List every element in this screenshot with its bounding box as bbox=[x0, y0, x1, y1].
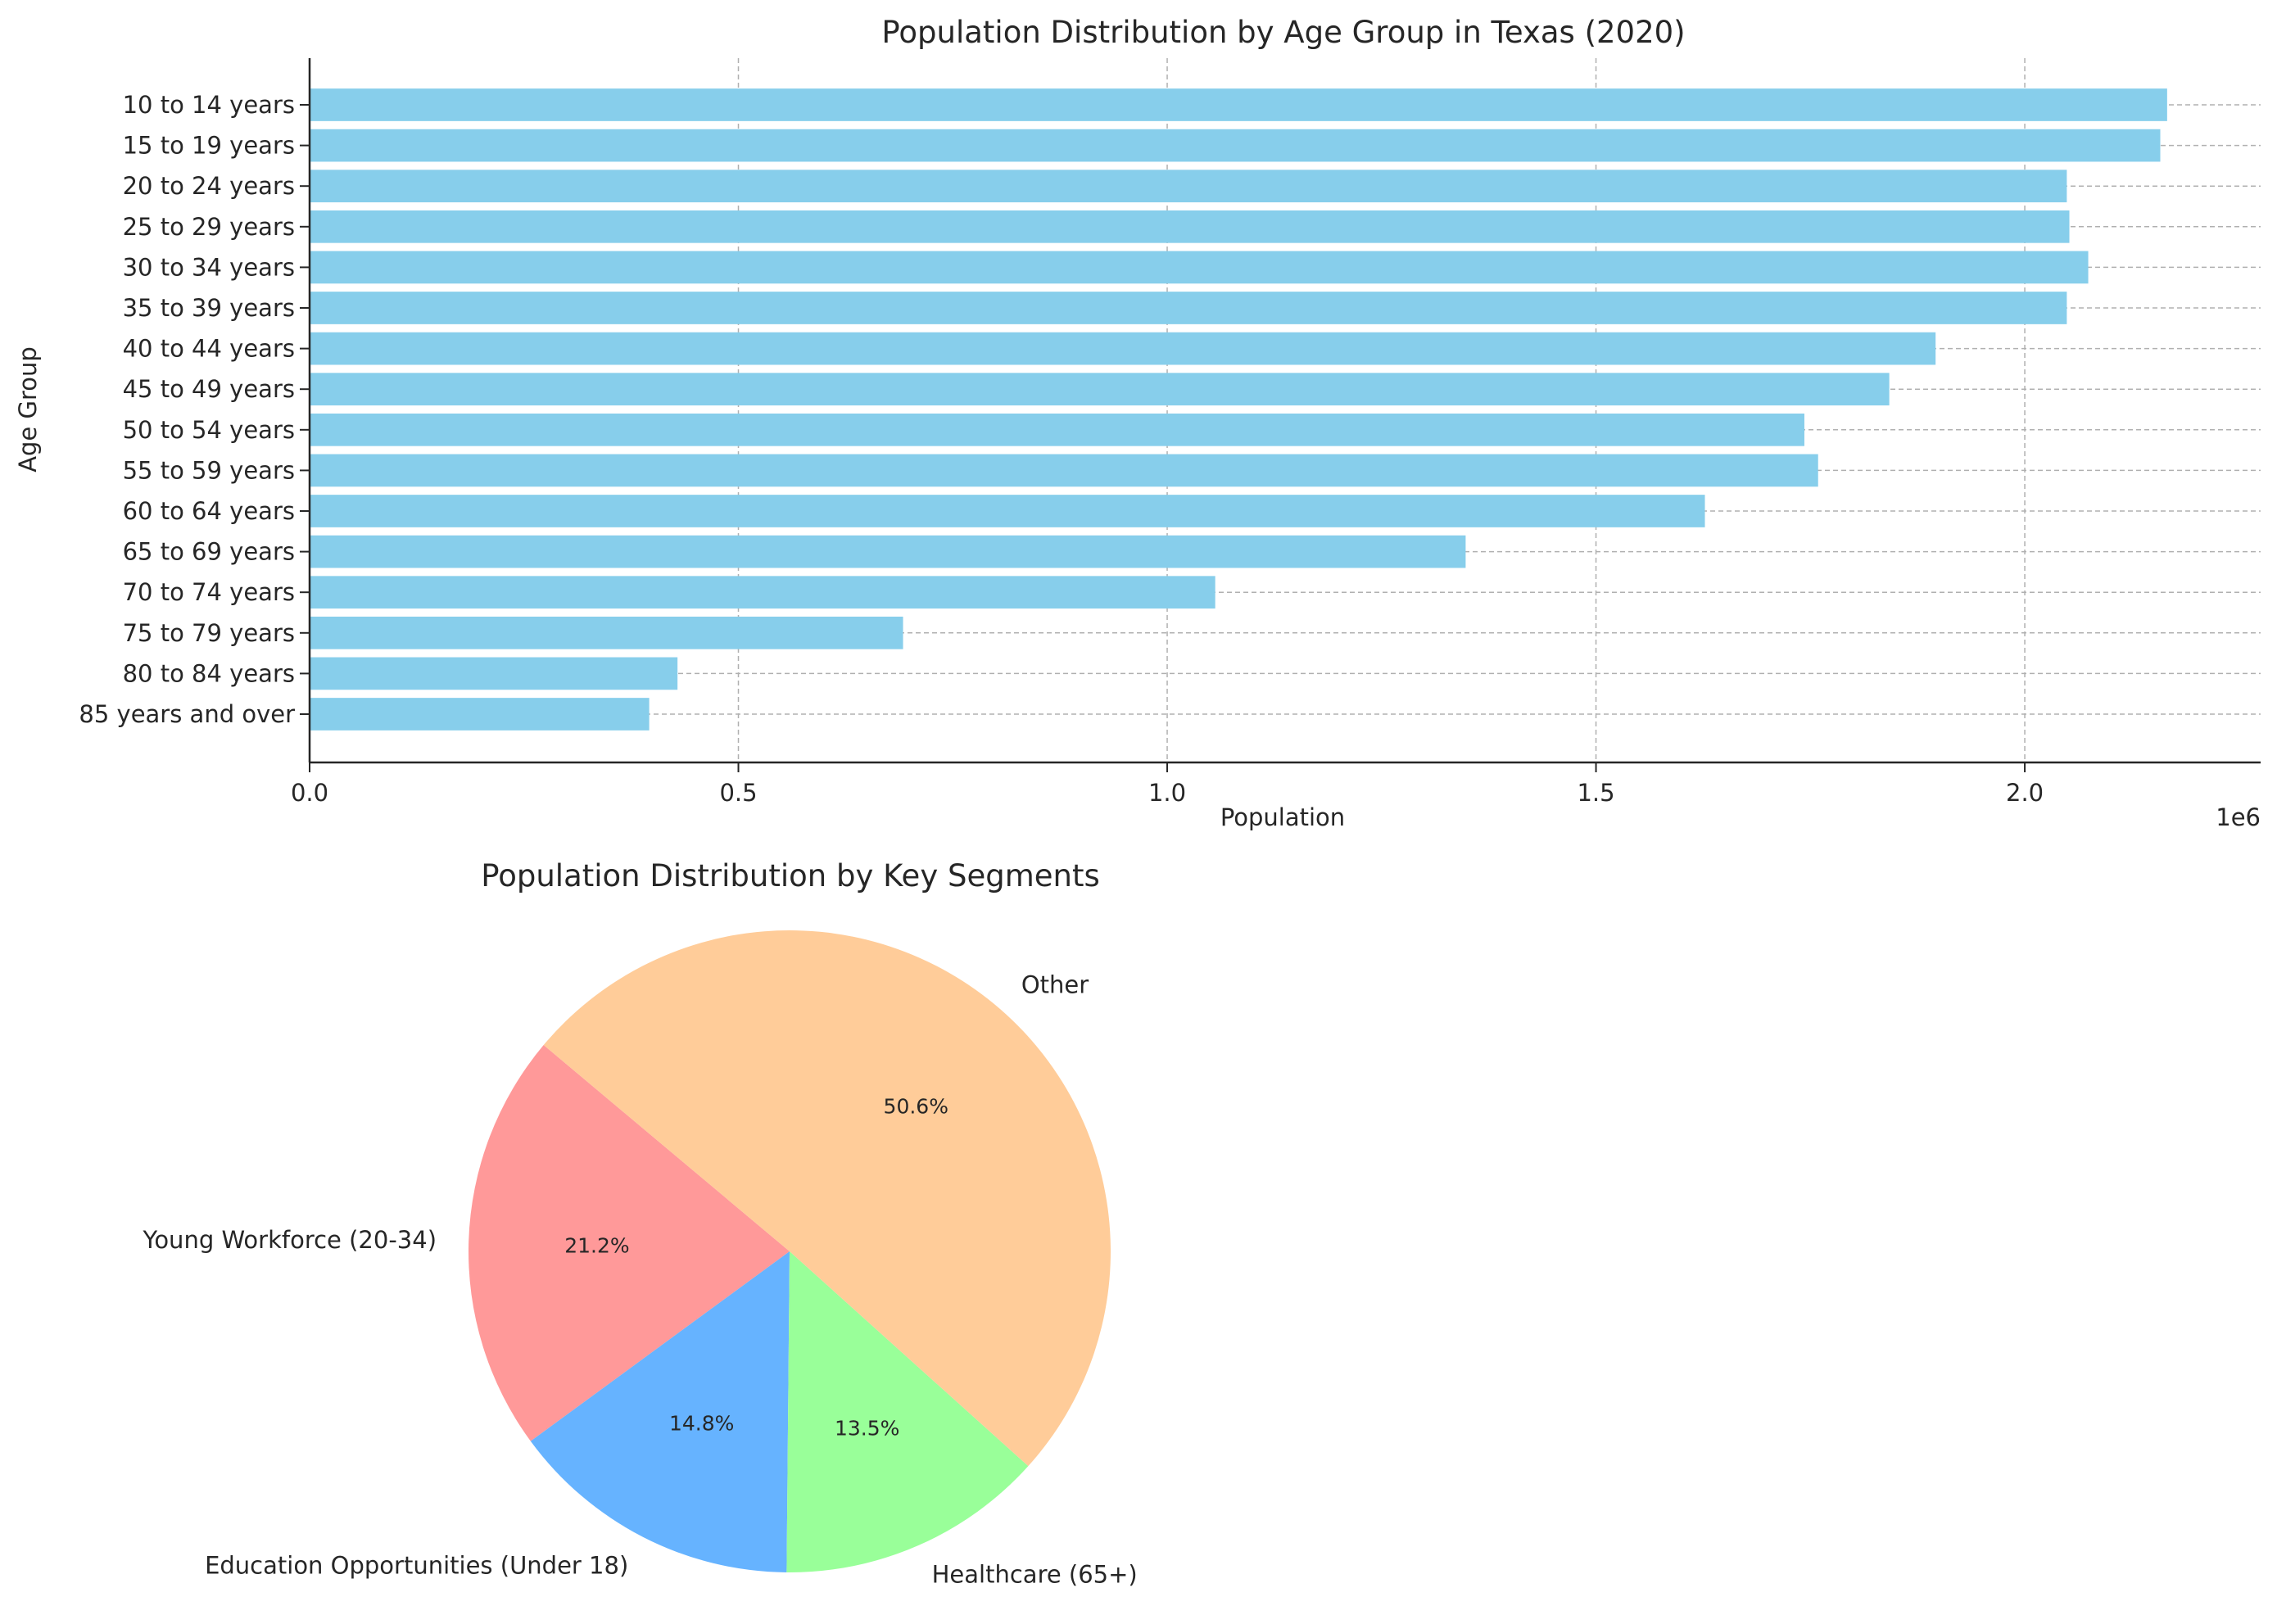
y-tick-label: 10 to 14 years bbox=[123, 91, 295, 119]
bar-40-to-44-years bbox=[310, 332, 1936, 365]
y-tick-label: 35 to 39 years bbox=[123, 294, 295, 322]
y-tick-label: 55 to 59 years bbox=[123, 456, 295, 484]
bar-45-to-49-years bbox=[310, 373, 1890, 406]
bar-60-to-64-years bbox=[310, 495, 1705, 527]
pie-percent-label: 21.2% bbox=[564, 1233, 629, 1257]
bar-10-to-14-years bbox=[310, 88, 2167, 121]
pie-percent-label: 13.5% bbox=[835, 1416, 899, 1440]
y-tick-label: 85 years and over bbox=[79, 700, 295, 728]
bar-15-to-19-years bbox=[310, 129, 2161, 162]
bar-20-to-24-years bbox=[310, 170, 2067, 203]
y-tick-label: 80 to 84 years bbox=[123, 659, 295, 687]
pie-slices bbox=[468, 930, 1111, 1573]
pie-labels: Young Workforce (20-34) 21.2% Education Op… bbox=[142, 971, 1137, 1589]
pie-percent-label: 14.8% bbox=[669, 1411, 734, 1435]
pie-slice-education bbox=[530, 1251, 790, 1572]
x-axis-offset-label: 1e6 bbox=[2216, 803, 2261, 831]
y-tick-label: 25 to 29 years bbox=[123, 213, 295, 241]
y-tick-label: 40 to 44 years bbox=[123, 335, 295, 363]
pie-slice-other bbox=[543, 930, 1111, 1467]
x-tick-label: 1.5 bbox=[1577, 779, 1614, 807]
x-tick-labels: 0.0 0.5 1.0 1.5 2.0 bbox=[291, 762, 2044, 807]
x-tick-label: 0.5 bbox=[719, 779, 757, 807]
y-tick-label: 30 to 34 years bbox=[123, 253, 295, 281]
pie-slice-young bbox=[468, 1045, 790, 1441]
x-tick-label: 1.0 bbox=[1148, 779, 1186, 807]
pie-slice-healthcare bbox=[786, 1251, 1029, 1573]
pie-slice-label: Education Opportunities (Under 18) bbox=[205, 1552, 628, 1580]
bar-55-to-59-years bbox=[310, 454, 1818, 487]
bar-30-to-34-years bbox=[310, 251, 2089, 284]
y-tick-label: 75 to 79 years bbox=[123, 619, 295, 647]
pie-percent-label: 50.6% bbox=[884, 1094, 948, 1118]
x-tick-label: 0.0 bbox=[291, 779, 328, 807]
y-tick-label: 65 to 69 years bbox=[123, 538, 295, 566]
grid bbox=[310, 58, 2261, 762]
pie-chart: Population Distribution by Key Segments … bbox=[142, 858, 1137, 1589]
y-tick-label: 70 to 74 years bbox=[123, 578, 295, 606]
bar-35-to-39-years bbox=[310, 292, 2067, 324]
bar-85-years-and-over bbox=[310, 698, 650, 731]
bar-70-to-74-years bbox=[310, 576, 1215, 609]
bar-80-to-84-years bbox=[310, 657, 678, 690]
bar-25-to-29-years bbox=[310, 210, 2070, 243]
pie-slice-label: Healthcare (65+) bbox=[932, 1561, 1138, 1589]
y-tick-label: 50 to 54 years bbox=[123, 416, 295, 444]
pie-chart-title: Population Distribution by Key Segments bbox=[481, 858, 1100, 893]
y-axis-label: Age Group bbox=[14, 346, 42, 473]
y-tick-labels: 10 to 14 years 15 to 19 years 20 to 24 yea… bbox=[79, 91, 310, 728]
bar-65-to-69-years bbox=[310, 535, 1466, 568]
y-tick-label: 20 to 24 years bbox=[123, 172, 295, 200]
bar-50-to-54-years bbox=[310, 413, 1804, 446]
bar-chart-title: Population Distribution by Age Group in … bbox=[881, 15, 1685, 50]
y-tick-label: 15 to 19 years bbox=[123, 132, 295, 160]
pie-slice-label: Other bbox=[1021, 971, 1089, 999]
x-axis-label: Population bbox=[1220, 803, 1345, 831]
bar-75-to-79-years bbox=[310, 616, 903, 649]
pie-slice-label: Young Workforce (20-34) bbox=[142, 1226, 437, 1254]
bar-chart: Population Distribution by Age Group in … bbox=[14, 15, 2261, 831]
y-tick-label: 60 to 64 years bbox=[123, 497, 295, 525]
y-tick-label: 45 to 49 years bbox=[123, 375, 295, 403]
bars bbox=[310, 88, 2167, 731]
x-tick-label: 2.0 bbox=[2006, 779, 2044, 807]
